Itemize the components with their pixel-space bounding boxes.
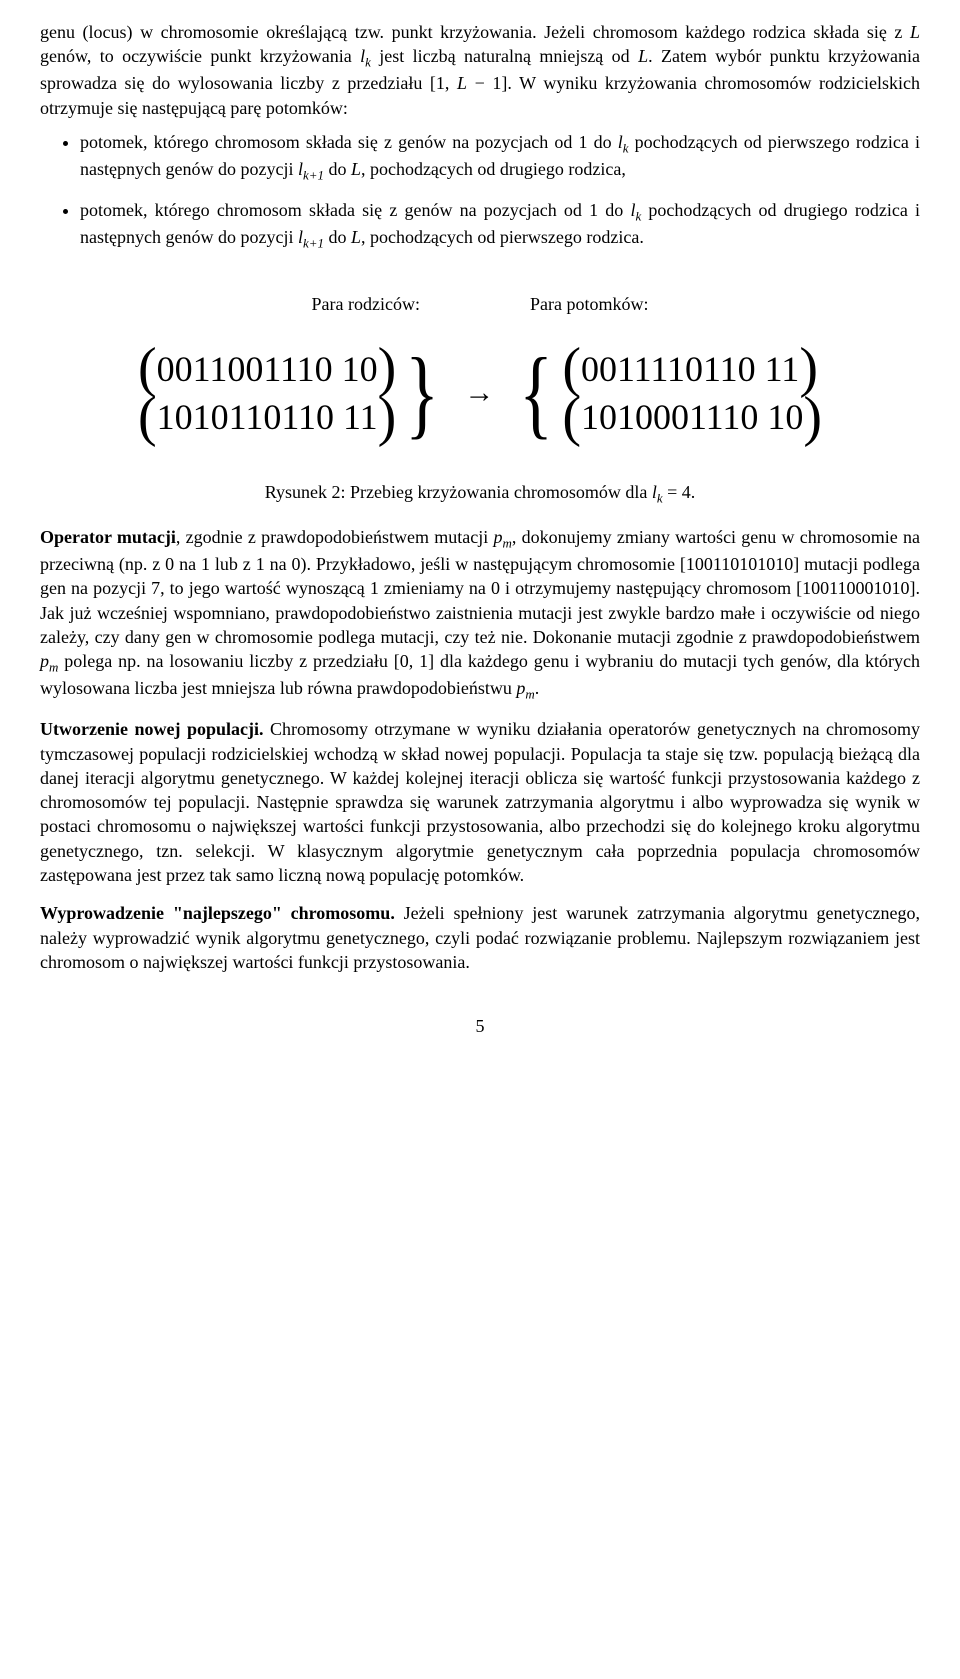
parents-group: ( 0011001110 10 ) ( 1010110110 11 ) } (138, 345, 448, 442)
label-offspring: Para potomków: (530, 292, 649, 316)
figure-caption: Rysunek 2: Przebieg krzyżowania chromoso… (40, 480, 920, 507)
paren-icon: ( (562, 395, 581, 440)
paren-icon: ( (138, 346, 157, 391)
paren-icon: ) (803, 395, 822, 440)
paren-icon: ) (799, 346, 818, 391)
paragraph-population: Utworzenie nowej populacji. Chromosomy o… (40, 717, 920, 887)
offspring-list: potomek, którego chromosom składa się z … (40, 130, 920, 252)
paragraph-best: Wyprowadzenie "najlepszego" chromosomu. … (40, 901, 920, 974)
paragraph-crossover: genu (locus) w chromosomie określającą t… (40, 20, 920, 120)
page-number: 5 (40, 1014, 920, 1038)
figure-labels: Para rodziców: Para potomków: (40, 292, 920, 316)
crossover-figure: ( 0011001110 10 ) ( 1010110110 11 ) } → … (40, 345, 920, 442)
offspring-group: { ( 0011110110 11 ) ( 1010001110 10 ) (510, 345, 822, 442)
arrow-icon: → (464, 373, 494, 414)
child-chromosome-1: 0011110110 11 (581, 345, 799, 394)
label-parents: Para rodziców: (312, 292, 420, 316)
parent-chromosome-2: 1010110110 11 (157, 393, 378, 442)
paren-icon: ) (378, 346, 397, 391)
paren-icon: ) (378, 395, 397, 440)
paren-icon: ( (138, 395, 157, 440)
list-item: potomek, którego chromosom składa się z … (80, 198, 920, 252)
population-heading: Utworzenie nowej populacji. (40, 719, 264, 739)
list-item: potomek, którego chromosom składa się z … (80, 130, 920, 184)
brace-icon: { (520, 348, 554, 438)
paren-icon: ( (562, 346, 581, 391)
paragraph-mutation: Operator mutacji, zgodnie z prawdopodobi… (40, 525, 920, 703)
parent-chromosome-1: 0011001110 10 (157, 345, 378, 394)
child-chromosome-2: 1010001110 10 (581, 393, 803, 442)
brace-icon: } (406, 348, 440, 438)
best-heading: Wyprowadzenie "najlepszego" chromosomu. (40, 903, 395, 923)
mutation-heading: Operator mutacji (40, 527, 176, 547)
